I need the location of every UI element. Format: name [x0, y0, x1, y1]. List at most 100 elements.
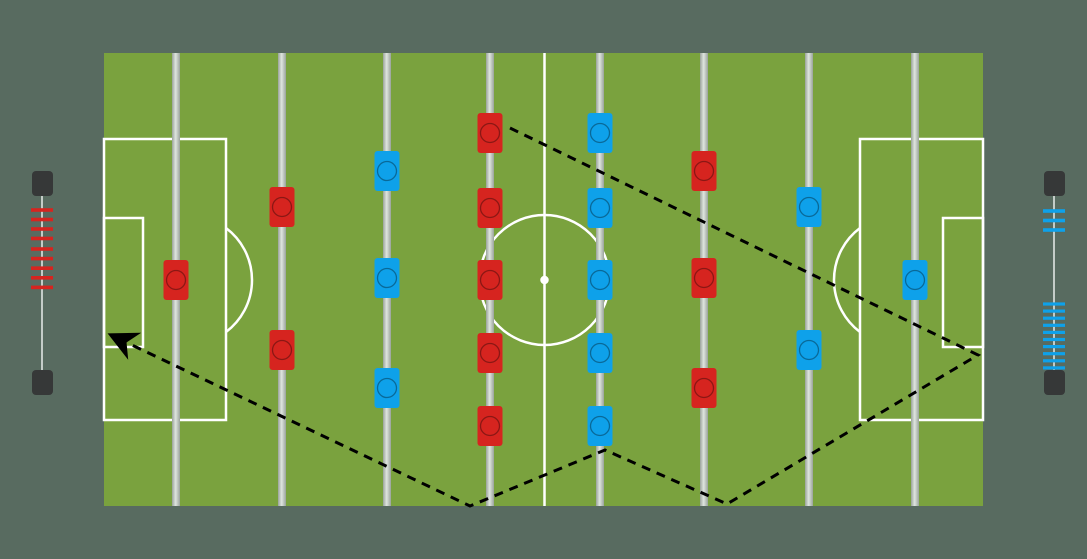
red-score-tick — [31, 285, 53, 290]
blue-player-body — [374, 151, 400, 191]
red-player-body — [269, 187, 295, 227]
red-player-body — [691, 368, 717, 408]
blue-player-body — [587, 188, 613, 228]
blue-score-tick — [1043, 366, 1065, 370]
red-player-head — [479, 415, 501, 437]
blue-score-top-cap — [1044, 171, 1065, 196]
red-player-head — [693, 377, 715, 399]
blue-score-tick — [1043, 337, 1065, 342]
red-score-ticks — [31, 208, 53, 290]
blue-player-rod5-4[interactable] — [587, 333, 613, 373]
red-player-rod4-2[interactable] — [477, 188, 503, 228]
red-player-rod2-1[interactable] — [269, 187, 295, 227]
players-layer — [163, 113, 928, 446]
ball-path — [107, 126, 982, 508]
red-player-rod4-3[interactable] — [477, 260, 503, 300]
blue-score-counter — [1043, 171, 1065, 395]
red-player-rod4-5[interactable] — [477, 406, 503, 446]
blue-player-head — [798, 196, 820, 218]
rod-7[interactable] — [805, 53, 813, 506]
red-score-tick — [31, 266, 53, 270]
blue-player-head — [904, 269, 926, 291]
red-player-head — [271, 339, 293, 361]
red-player-body — [691, 258, 717, 298]
red-score-tick — [31, 276, 53, 280]
blue-player-rod5-2[interactable] — [587, 188, 613, 228]
blue-score-tick — [1043, 309, 1065, 313]
blue-player-head — [589, 269, 611, 291]
red-player-head — [479, 197, 501, 219]
left-penalty-arc — [225, 227, 254, 333]
blue-score-bottom-cap — [1044, 370, 1065, 395]
red-player-body — [477, 406, 503, 446]
red-player-body — [477, 188, 503, 228]
blue-player-body — [587, 260, 613, 300]
blue-player-rod5-1[interactable] — [587, 113, 613, 153]
red-player-rod6-1[interactable] — [691, 151, 717, 191]
blue-player-body — [902, 260, 928, 300]
red-player-body — [477, 113, 503, 153]
red-player-head — [479, 342, 501, 364]
red-player-rod6-3[interactable] — [691, 368, 717, 408]
blue-player-rod5-3[interactable] — [587, 260, 613, 300]
red-player-head — [479, 269, 501, 291]
blue-player-rod3-2[interactable] — [374, 258, 400, 298]
blue-score-ticks — [1043, 209, 1065, 370]
blue-score-tick — [1043, 209, 1065, 213]
right-penalty-arc — [832, 227, 861, 333]
red-player-rod2-2[interactable] — [269, 330, 295, 370]
blue-score-tick — [1043, 218, 1065, 223]
blue-score-tick — [1043, 302, 1065, 306]
blue-player-rod5-5[interactable] — [587, 406, 613, 446]
red-score-tick — [31, 256, 53, 261]
blue-player-body — [587, 333, 613, 373]
blue-player-body — [587, 113, 613, 153]
red-score-tick — [31, 208, 53, 212]
blue-score-tick — [1043, 345, 1065, 349]
red-player-head — [271, 196, 293, 218]
red-player-body — [691, 151, 717, 191]
red-player-body — [269, 330, 295, 370]
rod-2[interactable] — [278, 53, 286, 506]
blue-player-rod3-3[interactable] — [374, 368, 400, 408]
red-player-rod4-1[interactable] — [477, 113, 503, 153]
blue-player-body — [796, 330, 822, 370]
red-player-body — [163, 260, 189, 300]
center-spot — [540, 275, 549, 285]
blue-player-rod7-1[interactable] — [796, 187, 822, 227]
blue-player-rod8-1[interactable] — [902, 260, 928, 300]
red-player-head — [693, 160, 715, 182]
blue-player-head — [798, 339, 820, 361]
red-score-tick — [31, 227, 53, 231]
red-player-body — [477, 260, 503, 300]
blue-player-head — [376, 377, 398, 399]
blue-score-tick — [1043, 352, 1065, 356]
blue-player-body — [374, 368, 400, 408]
blue-player-rod3-1[interactable] — [374, 151, 400, 191]
blue-player-body — [374, 258, 400, 298]
red-score-tick — [31, 247, 53, 251]
blue-player-head — [376, 267, 398, 289]
red-player-head — [165, 269, 187, 291]
blue-player-head — [589, 415, 611, 437]
red-player-rod1-1[interactable] — [163, 260, 189, 300]
red-score-counter — [31, 171, 53, 395]
blue-player-body — [796, 187, 822, 227]
blue-player-head — [589, 342, 611, 364]
blue-score-tick — [1043, 323, 1065, 327]
blue-player-head — [589, 197, 611, 219]
red-player-rod6-2[interactable] — [691, 258, 717, 298]
blue-player-head — [376, 160, 398, 182]
blue-score-tick — [1043, 316, 1065, 320]
red-player-rod4-4[interactable] — [477, 333, 503, 373]
blue-player-rod7-2[interactable] — [796, 330, 822, 370]
blue-score-tick — [1043, 228, 1065, 232]
red-score-bottom-cap — [32, 370, 53, 395]
red-score-tick — [31, 236, 53, 241]
blue-score-tick — [1043, 330, 1065, 334]
red-player-body — [477, 333, 503, 373]
red-score-tick — [31, 217, 53, 222]
blue-score-tick — [1043, 359, 1065, 363]
